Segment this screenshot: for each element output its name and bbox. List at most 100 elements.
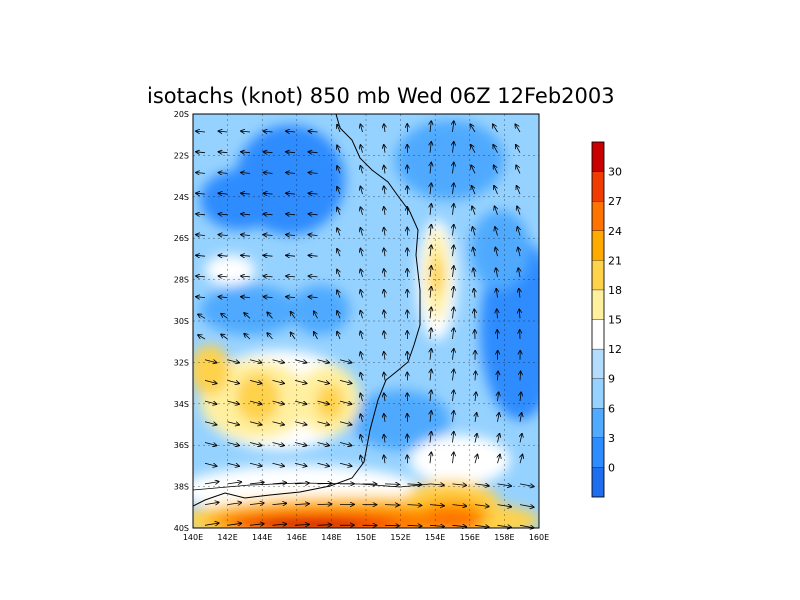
wind-arrow bbox=[309, 152, 318, 153]
wind-vectors bbox=[196, 121, 534, 528]
wind-arrow bbox=[339, 400, 352, 404]
y-axis-tick-labels: 20S 22S 24S 26S 28S 30S 32S 34S 36S 38S 40S bbox=[174, 110, 189, 533]
wind-arrow bbox=[472, 186, 476, 195]
y-tick-label: 40S bbox=[174, 524, 189, 533]
wind-arrow bbox=[453, 204, 454, 215]
wind-arrow bbox=[384, 525, 399, 526]
wind-arrow bbox=[474, 505, 489, 507]
wind-arrow bbox=[495, 227, 498, 236]
wind-arrow bbox=[286, 276, 296, 277]
wind-arrow bbox=[337, 207, 340, 215]
wind-arrow bbox=[475, 413, 477, 422]
y-tick-label: 36S bbox=[174, 441, 189, 450]
colorbar-label: 24 bbox=[608, 225, 622, 238]
wind-arrow bbox=[294, 380, 307, 383]
wind-arrow bbox=[517, 227, 520, 236]
wind-arrow bbox=[471, 145, 476, 153]
wind-arrow bbox=[430, 452, 431, 464]
wind-arrow bbox=[337, 290, 340, 298]
wind-arrow bbox=[496, 268, 498, 277]
wind-arrow bbox=[475, 434, 477, 443]
wind-arrow bbox=[360, 393, 362, 402]
wind-arrow bbox=[264, 193, 273, 194]
wind-arrow bbox=[519, 525, 534, 528]
wind-arrow bbox=[219, 152, 228, 153]
wind-arrow bbox=[272, 503, 287, 504]
wind-arrow bbox=[497, 484, 512, 486]
wind-arrow bbox=[249, 503, 264, 505]
wind-arrow bbox=[453, 307, 454, 319]
wind-arrow bbox=[309, 276, 318, 277]
wind-arrow bbox=[470, 124, 476, 133]
wind-arrow bbox=[384, 352, 385, 360]
wind-arrow bbox=[495, 248, 497, 257]
wind-arrow bbox=[294, 421, 307, 425]
wind-arrow bbox=[360, 435, 362, 443]
wind-arrow bbox=[337, 187, 340, 195]
wind-arrow bbox=[360, 373, 362, 381]
wind-arrow bbox=[196, 276, 206, 277]
map-gridlines bbox=[193, 114, 539, 528]
x-tick-label: 156E bbox=[460, 533, 480, 542]
wind-arrow bbox=[519, 309, 520, 319]
wind-arrow bbox=[453, 245, 454, 257]
colorbar-swatch bbox=[591, 348, 605, 379]
wind-arrow bbox=[453, 142, 454, 153]
wind-arrow bbox=[471, 165, 476, 174]
wind-arrow bbox=[360, 249, 362, 257]
wind-arrow bbox=[196, 297, 206, 298]
wind-arrow bbox=[337, 228, 340, 236]
wind-arrow bbox=[204, 523, 219, 525]
wind-arrow bbox=[493, 124, 498, 133]
y-tick-label: 20S bbox=[174, 110, 189, 119]
wind-arrow bbox=[286, 255, 296, 256]
colorbar-swatch bbox=[591, 378, 605, 409]
wind-arrow bbox=[360, 456, 362, 464]
wind-arrow bbox=[430, 390, 431, 402]
wind-arrow bbox=[453, 328, 454, 340]
wind-arrow bbox=[241, 131, 251, 132]
colorbar-label: 9 bbox=[608, 373, 615, 386]
wind-arrow bbox=[360, 207, 362, 215]
coastline bbox=[193, 114, 421, 507]
wind-arrow bbox=[264, 255, 273, 256]
x-tick-label: 154E bbox=[425, 533, 445, 542]
wind-arrow bbox=[518, 268, 520, 277]
wind-arrow bbox=[384, 207, 385, 215]
wind-arrow bbox=[520, 413, 522, 422]
wind-arrow bbox=[227, 503, 242, 505]
wind-arrow bbox=[518, 248, 520, 257]
wind-arrow bbox=[453, 349, 454, 360]
wind-arrow bbox=[453, 183, 454, 195]
wind-arrow bbox=[360, 414, 362, 422]
wind-arrow bbox=[249, 359, 262, 363]
colorbar-swatch bbox=[591, 408, 605, 438]
wind-arrow bbox=[241, 297, 251, 298]
wind-arrow bbox=[204, 400, 217, 404]
wind-arrow bbox=[196, 193, 206, 194]
wind-arrow bbox=[204, 421, 217, 425]
wind-arrow bbox=[498, 455, 501, 464]
wind-arrow bbox=[337, 125, 340, 133]
x-axis-tick-labels: 140E 142E 144E 146E 148E 150E 152E 154E 156E 158E… bbox=[183, 533, 549, 542]
wind-arrow bbox=[286, 193, 296, 194]
wind-arrow bbox=[264, 297, 273, 298]
wind-arrow bbox=[272, 462, 285, 466]
wind-arrow bbox=[360, 269, 362, 278]
wind-arrow bbox=[384, 248, 385, 257]
wind-arrow bbox=[241, 214, 251, 215]
wind-arrow bbox=[384, 484, 399, 485]
wind-arrow bbox=[294, 462, 307, 466]
colorbar-swatch bbox=[591, 289, 605, 320]
wind-arrow bbox=[272, 400, 285, 404]
wind-arrow bbox=[384, 455, 385, 464]
wind-arrow bbox=[317, 483, 332, 484]
wind-arrow bbox=[384, 290, 385, 298]
wind-arrow bbox=[219, 173, 228, 174]
wind-arrow bbox=[317, 400, 330, 404]
wind-arrow bbox=[430, 204, 431, 215]
wind-arrow bbox=[452, 505, 467, 507]
x-tick-label: 158E bbox=[494, 533, 514, 542]
wind-arrow bbox=[452, 525, 467, 527]
wind-arrow bbox=[264, 152, 273, 153]
